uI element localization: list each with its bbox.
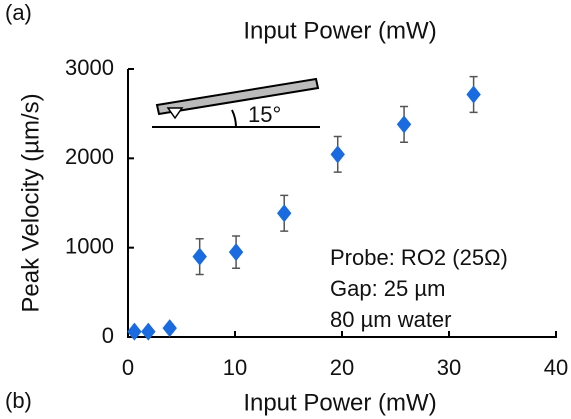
- x-tick-label: 20: [330, 355, 354, 380]
- x-axis-label: Input Power (mW): [243, 389, 436, 416]
- inset-diagram: [152, 77, 320, 128]
- data-point: [396, 115, 412, 134]
- data-point: [277, 204, 292, 223]
- x-tick-label: 40: [544, 355, 568, 380]
- data-point: [162, 319, 177, 338]
- y-tick-label: 2000: [65, 144, 114, 169]
- annotation: 80 µm water: [330, 307, 452, 332]
- data-point: [141, 322, 156, 341]
- data-point: [228, 243, 244, 262]
- panel-label: (b): [5, 388, 32, 413]
- data-point: [330, 145, 345, 164]
- data-point: [466, 85, 481, 104]
- annotation: Probe: RO2 (25Ω): [330, 245, 508, 270]
- above-panel-label: (a): [5, 0, 32, 25]
- y-tick-label: 1000: [65, 233, 114, 258]
- y-axis-label: Peak Velocity (µm/s): [17, 93, 44, 312]
- inset-angle-label: 15°: [248, 102, 281, 127]
- y-tick-label: 0: [102, 323, 114, 348]
- annotation: Gap: 25 µm: [330, 276, 445, 301]
- data-point: [127, 322, 142, 341]
- x-tick-label: 10: [223, 355, 247, 380]
- x-tick-label: 0: [122, 355, 134, 380]
- x-tick-label: 30: [437, 355, 461, 380]
- data-point: [192, 247, 207, 266]
- above-x-axis-label: Input Power (mW): [243, 17, 436, 44]
- y-tick-label: 3000: [65, 55, 114, 80]
